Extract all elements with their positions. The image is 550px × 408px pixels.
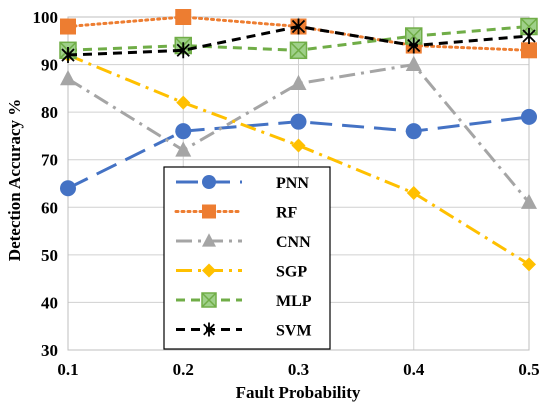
data-point-mlp bbox=[289, 41, 308, 60]
data-point-cnn bbox=[405, 55, 422, 71]
legend-label: RF bbox=[276, 205, 298, 222]
data-point-pnn bbox=[521, 108, 537, 125]
x-tick-label: 0.4 bbox=[403, 360, 425, 379]
legend: PNN RF CNN SGP MLP SVM bbox=[163, 166, 331, 350]
data-point-svm bbox=[61, 47, 75, 64]
data-point-cnn bbox=[521, 193, 537, 209]
data-point-pnn bbox=[405, 123, 422, 140]
series-svm bbox=[61, 18, 536, 64]
legend-marker bbox=[202, 175, 216, 189]
series-line-sgp bbox=[67, 53, 530, 266]
data-point-pnn bbox=[60, 180, 76, 197]
x-tick-label: 0.3 bbox=[288, 360, 309, 379]
data-point-svm bbox=[522, 28, 536, 45]
series-group bbox=[59, 9, 538, 272]
y-tick-label: 50 bbox=[41, 246, 58, 265]
x-axis-label: Fault Probability bbox=[236, 383, 361, 402]
data-point-pnn bbox=[175, 123, 192, 140]
legend-label: SVM bbox=[276, 323, 312, 340]
legend-item-mlp: MLP bbox=[176, 292, 312, 310]
legend-item-svm: SVM bbox=[176, 322, 312, 340]
data-point-cnn bbox=[175, 141, 192, 157]
data-point-sgp bbox=[291, 138, 306, 153]
data-point-sgp bbox=[522, 257, 536, 272]
legend-marker bbox=[202, 233, 216, 247]
legend-item-sgp: SGP bbox=[176, 263, 307, 281]
y-tick-label: 40 bbox=[41, 293, 58, 312]
legend-item-rf: RF bbox=[174, 204, 298, 222]
x-axis-ticks: 0.1 0.2 0.3 0.4 0.5 bbox=[57, 360, 539, 379]
y-tick-label: 60 bbox=[41, 198, 58, 217]
data-point-svm bbox=[291, 18, 306, 35]
data-point-rf bbox=[521, 42, 537, 59]
data-point-rf bbox=[60, 18, 76, 35]
legend-label: SGP bbox=[276, 264, 307, 281]
legend-item-cnn: CNN bbox=[176, 233, 311, 251]
x-tick-label: 0.2 bbox=[173, 360, 194, 379]
legend-marker bbox=[201, 292, 217, 308]
legend-marker bbox=[203, 322, 215, 337]
data-point-rf bbox=[175, 9, 192, 25]
y-axis-ticks: 30 40 50 60 70 80 90 100 bbox=[33, 8, 59, 360]
y-tick-label: 100 bbox=[33, 8, 59, 27]
x-tick-label: 0.5 bbox=[518, 360, 539, 379]
data-point-pnn bbox=[290, 113, 307, 130]
x-tick-label: 0.1 bbox=[57, 360, 78, 379]
data-point-sgp bbox=[176, 95, 191, 110]
data-point-svm bbox=[176, 42, 190, 59]
data-point-cnn bbox=[290, 74, 307, 90]
y-tick-label: 70 bbox=[41, 151, 58, 170]
y-tick-label: 30 bbox=[41, 341, 58, 360]
series-pnn bbox=[60, 108, 537, 197]
y-tick-label: 80 bbox=[41, 103, 58, 122]
data-point-cnn bbox=[60, 70, 76, 86]
series-cnn bbox=[60, 55, 537, 209]
legend-marker bbox=[202, 263, 216, 278]
legend-label: MLP bbox=[276, 293, 312, 310]
series-line-cnn bbox=[67, 62, 531, 204]
y-axis-label: Detection Accuracy % bbox=[5, 99, 24, 261]
legend-item-pnn: PNN bbox=[176, 175, 309, 192]
legend-box bbox=[163, 166, 331, 350]
grid-lines bbox=[67, 16, 530, 351]
legend-marker bbox=[202, 204, 216, 219]
y-tick-label: 90 bbox=[41, 56, 58, 75]
legend-label: CNN bbox=[276, 234, 311, 251]
legend-label: PNN bbox=[276, 175, 309, 192]
data-point-sgp bbox=[406, 186, 421, 201]
data-point-svm bbox=[407, 37, 421, 54]
